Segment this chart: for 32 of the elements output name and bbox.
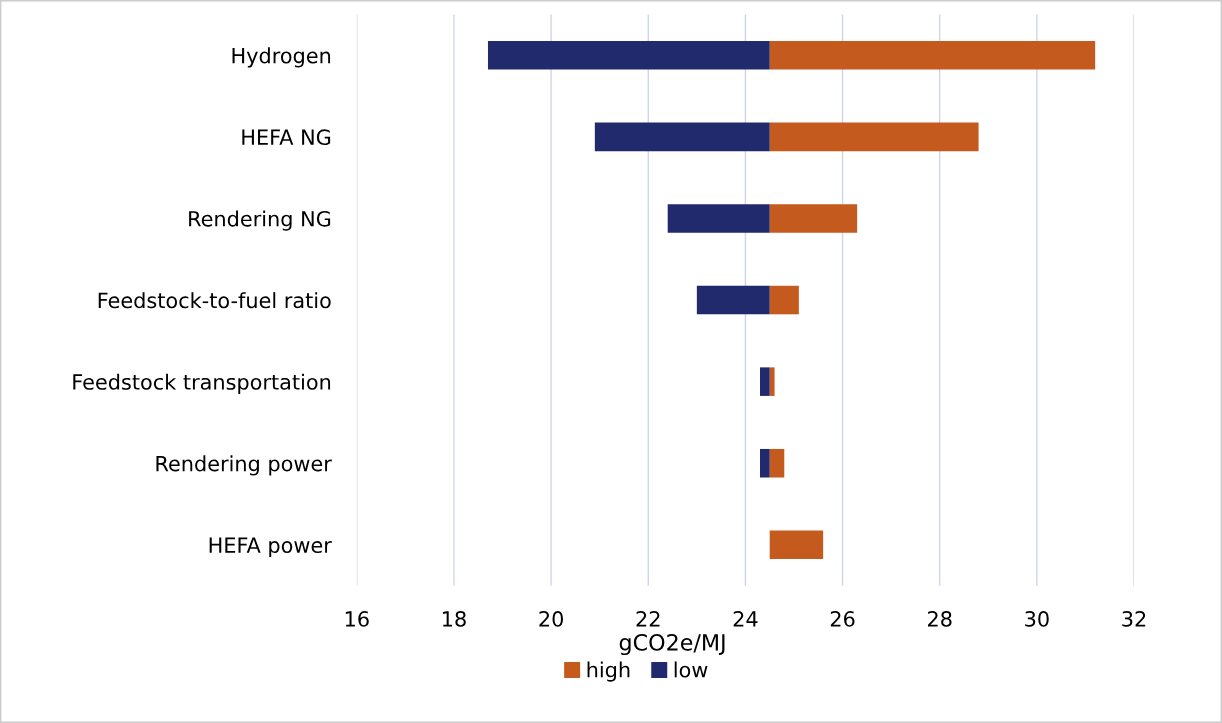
y-tick-label: Rendering power bbox=[156, 455, 332, 476]
y-tick-label: Hydrogen bbox=[232, 47, 331, 68]
bar bbox=[769, 40, 1096, 70]
legend-label: low bbox=[674, 661, 708, 678]
bar bbox=[759, 448, 770, 478]
bar bbox=[667, 204, 770, 233]
bar bbox=[759, 367, 770, 396]
x-tick-label: 28 bbox=[927, 611, 952, 627]
bar bbox=[487, 40, 770, 70]
y-tick-label: HEFA power bbox=[209, 537, 332, 558]
bar bbox=[769, 530, 824, 560]
x-tick-label: 18 bbox=[443, 611, 466, 627]
x-axis-title: gCO2e/MJ bbox=[619, 633, 725, 656]
x-tick-label: 26 bbox=[830, 611, 855, 627]
y-tick-label: Feedstock transportation bbox=[73, 373, 331, 394]
bar bbox=[696, 285, 770, 315]
y-tick-label: Feedstock-to-fuel ratio bbox=[98, 292, 331, 309]
x-tick-label: 20 bbox=[539, 611, 563, 627]
x-tick-label: 22 bbox=[636, 611, 660, 627]
bar bbox=[769, 122, 979, 152]
y-tick-label: Rendering NG bbox=[189, 210, 331, 231]
x-tick-label: 24 bbox=[733, 611, 758, 627]
x-tick-label: 32 bbox=[1122, 611, 1146, 627]
bar bbox=[769, 204, 858, 233]
bar bbox=[769, 285, 799, 315]
x-tick-label: 16 bbox=[345, 611, 369, 627]
bar bbox=[594, 122, 770, 152]
legend-label: high bbox=[587, 661, 630, 682]
y-tick-label: HEFA NG bbox=[242, 129, 331, 146]
x-tick-label: 30 bbox=[1025, 611, 1049, 627]
bar bbox=[769, 448, 785, 478]
bar bbox=[769, 367, 775, 396]
